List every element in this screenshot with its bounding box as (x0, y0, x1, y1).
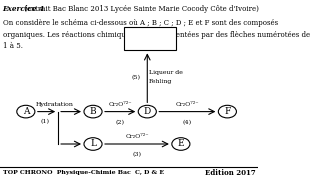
Text: d'un corps G: d'un corps G (129, 40, 171, 48)
Text: Liqueur de: Liqueur de (148, 70, 182, 75)
Text: (1): (1) (41, 119, 50, 124)
Text: Fehling: Fehling (148, 79, 172, 84)
Text: B: B (90, 107, 96, 116)
Text: TOP CHRONO  Physique-Chimie Bac  C, D & E: TOP CHRONO Physique-Chimie Bac C, D & E (3, 170, 164, 175)
Text: (4): (4) (183, 120, 192, 125)
Circle shape (84, 138, 102, 150)
Text: Edition 2017: Edition 2017 (205, 169, 256, 177)
Text: Depot rouge: Depot rouge (129, 31, 171, 39)
Text: A: A (23, 107, 29, 116)
Text: Cr₂O⁷²⁻: Cr₂O⁷²⁻ (125, 134, 149, 140)
Circle shape (84, 105, 102, 118)
Text: D: D (144, 107, 151, 116)
Circle shape (172, 138, 190, 150)
Text: L: L (90, 140, 96, 148)
FancyBboxPatch shape (124, 27, 176, 50)
Text: On considère le schéma ci-dessous où A ; B ; C ; D ; E et F sont des composés: On considère le schéma ci-dessous où A ;… (3, 19, 278, 27)
Text: F: F (224, 107, 231, 116)
Text: (3): (3) (132, 152, 141, 157)
Text: Exercice 4: Exercice 4 (3, 5, 44, 13)
Text: (extrait Bac Blanc 2013 Lycée Sainte Marie Cocody Côte d'Ivoire): (extrait Bac Blanc 2013 Lycée Sainte Mar… (22, 5, 259, 13)
Text: Hydratation: Hydratation (36, 102, 74, 107)
Text: 1 à 5.: 1 à 5. (3, 42, 23, 50)
Text: Cr₂O⁷²⁻: Cr₂O⁷²⁻ (108, 102, 132, 107)
Text: Cr₂O⁷²⁻: Cr₂O⁷²⁻ (176, 102, 199, 107)
Text: (2): (2) (116, 120, 125, 125)
Circle shape (138, 105, 156, 118)
Circle shape (17, 105, 35, 118)
Text: E: E (178, 140, 184, 148)
Text: organiques. Les réactions chimiques sont représentées par des flèches numérotées: organiques. Les réactions chimiques sont… (3, 31, 310, 39)
Circle shape (218, 105, 236, 118)
Text: (5): (5) (132, 75, 141, 80)
